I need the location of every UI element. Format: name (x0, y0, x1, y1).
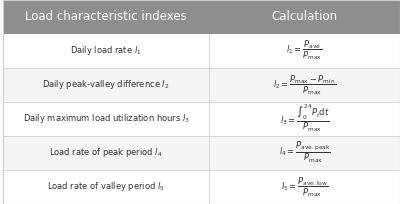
FancyBboxPatch shape (3, 170, 209, 204)
Text: Calculation: Calculation (272, 10, 338, 23)
FancyBboxPatch shape (3, 136, 209, 170)
Text: $\mathit{l}_1 = \dfrac{P_{\mathrm{ave}}}{P_{\mathrm{max}}}$: $\mathit{l}_1 = \dfrac{P_{\mathrm{ave}}}… (286, 39, 323, 62)
FancyBboxPatch shape (209, 68, 400, 102)
FancyBboxPatch shape (209, 170, 400, 204)
Text: Daily maximum load utilization hours $\mathit{l}_3$: Daily maximum load utilization hours $\m… (23, 112, 190, 125)
Text: Daily peak-valley difference $\mathit{l}_2$: Daily peak-valley difference $\mathit{l}… (42, 78, 170, 91)
FancyBboxPatch shape (209, 136, 400, 170)
Text: $\mathit{l}_5 = \dfrac{P_{\mathrm{ave.low}}}{P_{\mathrm{max}}}$: $\mathit{l}_5 = \dfrac{P_{\mathrm{ave.lo… (281, 175, 328, 199)
FancyBboxPatch shape (209, 0, 400, 34)
FancyBboxPatch shape (3, 68, 209, 102)
Text: Daily load rate $\mathit{l}_1$: Daily load rate $\mathit{l}_1$ (70, 44, 142, 57)
Text: $\mathit{l}_4 = \dfrac{P_{\mathrm{ave.peak}}}{P_{\mathrm{max}}}$: $\mathit{l}_4 = \dfrac{P_{\mathrm{ave.pe… (279, 140, 331, 165)
FancyBboxPatch shape (3, 0, 209, 34)
FancyBboxPatch shape (209, 102, 400, 136)
FancyBboxPatch shape (3, 34, 209, 68)
Text: Load rate of peak period $\mathit{l}_4$: Load rate of peak period $\mathit{l}_4$ (49, 146, 163, 159)
Text: Load rate of valley period $\mathit{l}_5$: Load rate of valley period $\mathit{l}_5… (47, 181, 165, 193)
FancyBboxPatch shape (3, 102, 209, 136)
FancyBboxPatch shape (209, 34, 400, 68)
Text: $\mathit{l}_3 = \dfrac{\int_{0}^{24} P_t \mathrm{d}t}{P_{\mathrm{max}}}$: $\mathit{l}_3 = \dfrac{\int_{0}^{24} P_t… (280, 103, 330, 134)
Text: Load characteristic indexes: Load characteristic indexes (25, 10, 187, 23)
Text: $\mathit{l}_2 = \dfrac{P_{\mathrm{max}}-P_{\mathrm{min}}}{P_{\mathrm{max}}}$: $\mathit{l}_2 = \dfrac{P_{\mathrm{max}}-… (273, 73, 336, 96)
